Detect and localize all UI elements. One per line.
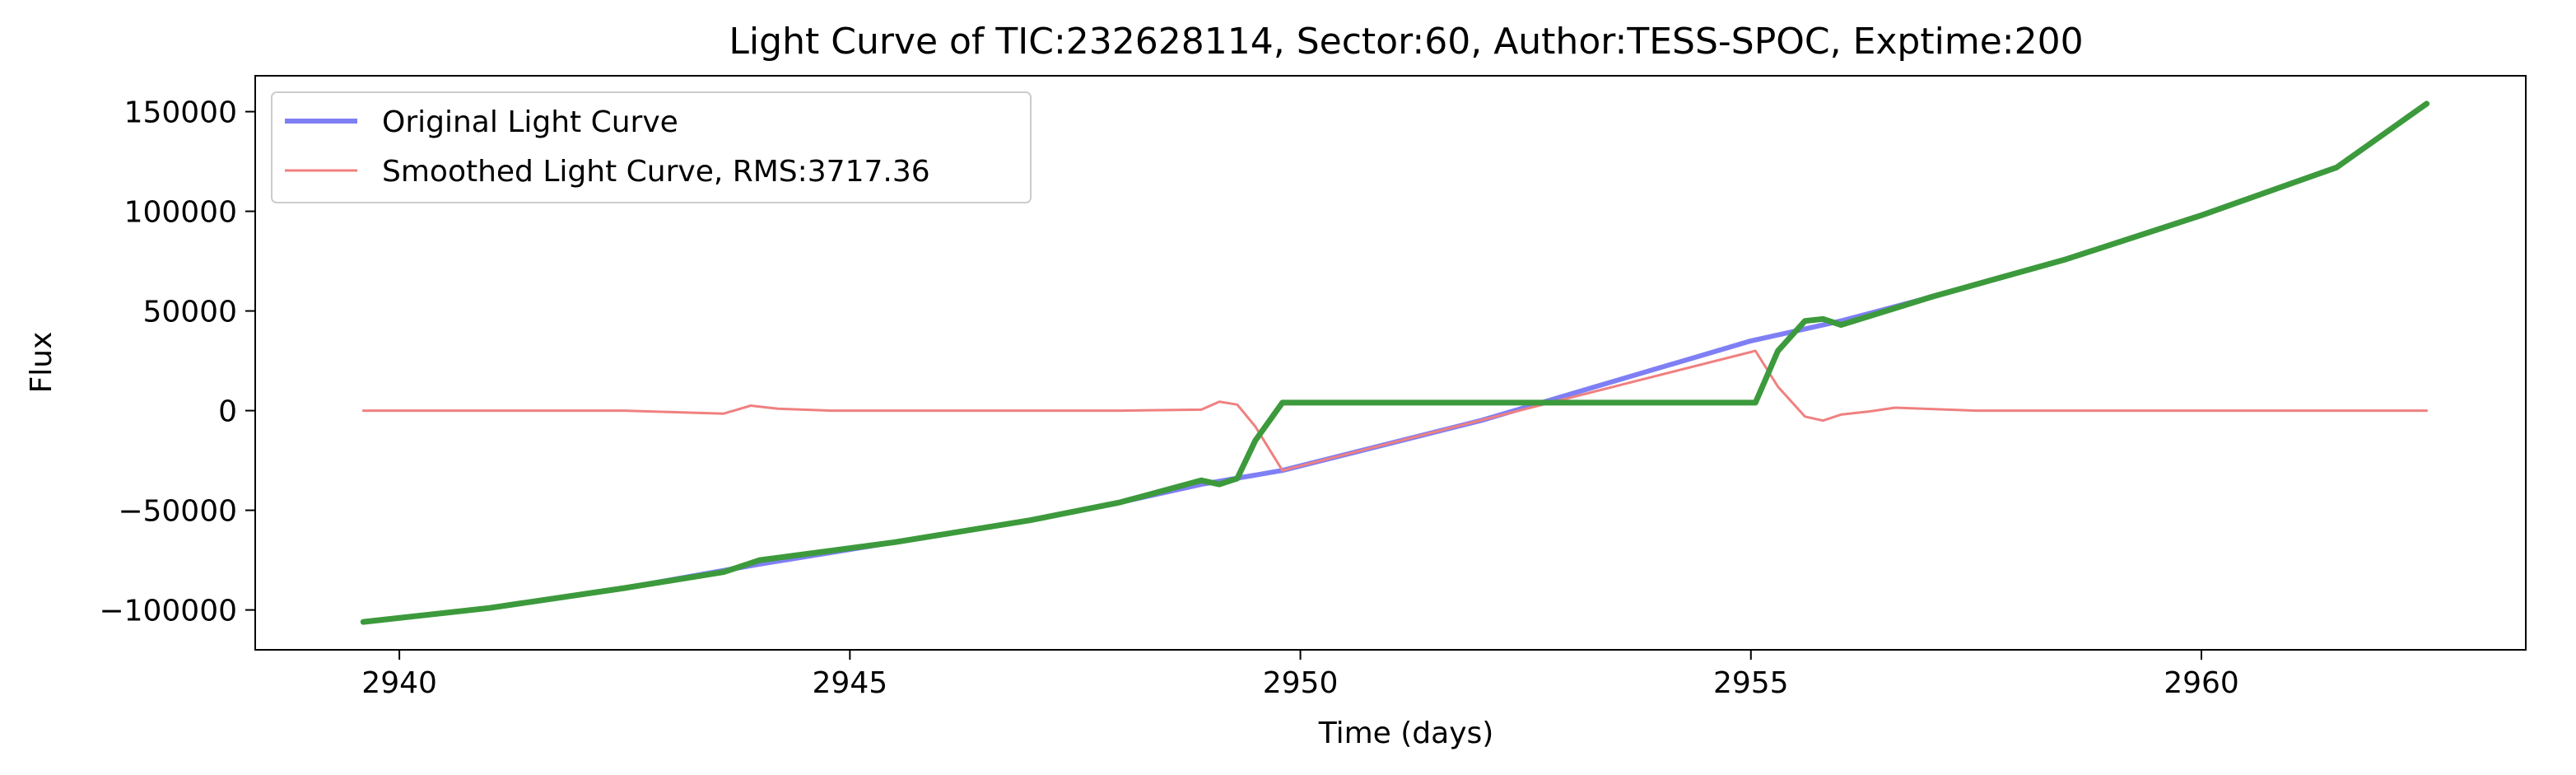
x-tick-label: 2955	[1713, 666, 1789, 700]
legend-box	[271, 91, 1032, 203]
plot-frame	[254, 75, 2527, 651]
y-tick-label: 100000	[124, 196, 237, 230]
series-trend-line	[360, 100, 2430, 625]
y-axis-label: Flux	[25, 332, 58, 394]
chart-title: Light Curve of TIC:232628114, Sector:60,…	[729, 21, 2083, 63]
y-tick-label: 50000	[142, 296, 237, 329]
y-tick-label: 150000	[124, 96, 237, 130]
x-tick-label: 2945	[813, 666, 888, 700]
x-tick-label: 2950	[1263, 666, 1339, 700]
y-tick-label: −50000	[118, 495, 237, 529]
legend-label-original: Original Light Curve	[382, 105, 678, 139]
x-axis-label: Time (days)	[1318, 717, 1494, 750]
x-tick-label: 2960	[2164, 666, 2239, 700]
series-smoothed-line	[361, 349, 2429, 472]
legend: Original Light Curve Smoothed Light Curv…	[271, 91, 1032, 203]
x-axis: 2940 2945 2950 2955 2960	[361, 650, 2239, 700]
series-layer	[360, 100, 2430, 625]
legend-label-smoothed: Smoothed Light Curve, RMS:3717.36	[382, 155, 930, 189]
x-tick-label: 2940	[361, 666, 437, 700]
y-tick-label: −100000	[99, 595, 237, 628]
y-tick-label: 0	[218, 395, 237, 429]
y-axis: −100000 −50000 0 50000 100000 150000	[99, 96, 255, 628]
